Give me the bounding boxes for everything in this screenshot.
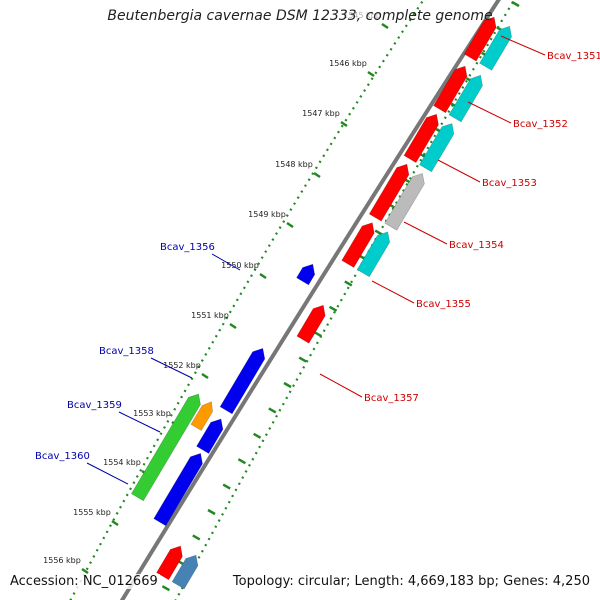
reverse-cds-block[interactable]: [219, 348, 266, 415]
reverse-gene-label[interactable]: Bcav_1358: [99, 346, 154, 357]
scale-minor-tick: [511, 0, 520, 8]
scale-label: 1553 kbp: [133, 409, 171, 418]
scale-minor-tick: [161, 585, 171, 592]
reverse-gene-label[interactable]: Bcav_1360: [35, 451, 90, 462]
scale-minor-tick: [192, 534, 201, 541]
gene-label-leader: [500, 35, 546, 56]
scale-label: 1551 kbp: [191, 311, 229, 320]
gene-label-leader: [371, 280, 415, 304]
gene-labels-layer: Bcav_1351 Bcav_1352 Bcav_1353 Bcav_1354 Bcav…: [35, 35, 600, 485]
scale-label: 1554 kbp: [103, 458, 141, 467]
outer-scale-dots: [174, 0, 516, 600]
gene-label-leader: [403, 221, 448, 245]
scale-minor-tick: [252, 432, 262, 439]
forward-gene-label[interactable]: Bcav_1352: [513, 119, 568, 130]
scale-minor-tick: [328, 305, 338, 312]
inner-scale-dots: [69, 0, 425, 600]
scale-major-tick: [313, 171, 321, 179]
gene-label-leader: [437, 159, 481, 183]
scale-major-tick: [381, 22, 389, 30]
scale-major-tick: [81, 567, 89, 575]
scale-label: 1546 kbp: [329, 59, 367, 68]
scale-major-tick: [340, 120, 348, 128]
rna-feature-block[interactable]: [356, 231, 391, 278]
forward-cds-block[interactable]: [403, 113, 439, 164]
forward-cds-block[interactable]: [341, 222, 375, 268]
reverse-cds-block[interactable]: [196, 418, 224, 454]
scale-label: 1545 kbp: [343, 11, 381, 20]
scale-major-tick: [111, 519, 119, 527]
forward-cds-block[interactable]: [156, 545, 183, 581]
gene-label-leader: [118, 411, 161, 433]
scale-minor-tick: [298, 356, 307, 363]
scale-label: 1550 kbp: [221, 261, 259, 270]
forward-cds-block[interactable]: [463, 16, 497, 62]
backbone-line: [119, 0, 501, 600]
gene-label-leader: [467, 101, 512, 124]
scale-label: 1549 kbp: [248, 210, 286, 219]
scale-minor-tick: [268, 407, 277, 414]
forward-gene-label[interactable]: Bcav_1354: [449, 240, 504, 251]
forward-gene-label[interactable]: Bcav_1357: [364, 393, 419, 404]
reverse-gene-label[interactable]: Bcav_1359: [67, 400, 122, 411]
scale-major-tick: [259, 272, 267, 280]
pseudo-feature-block[interactable]: [384, 173, 425, 231]
reverse-gene-label[interactable]: Bcav_1356: [160, 242, 215, 253]
scale-major-tick: [286, 221, 294, 229]
forward-cds-block[interactable]: [433, 65, 468, 114]
reverse-cds-block[interactable]: [153, 453, 203, 527]
scale-minor-tick: [222, 483, 231, 490]
scale-minor-tick: [207, 508, 216, 516]
scale-minor-tick: [237, 458, 247, 465]
scale-major-tick: [229, 322, 237, 330]
scale-ticks-layer: 1545 kbp 1546 kbp 1547 kbp 1548 kbp 1549 kbp…: [43, 0, 520, 592]
scale-minor-tick: [374, 229, 383, 236]
scale-label: 1556 kbp: [43, 556, 81, 565]
forward-cds-block[interactable]: [296, 304, 326, 344]
scale-minor-tick: [283, 381, 292, 389]
reverse-cds-block[interactable]: [296, 263, 316, 286]
backbone-layer: [69, 0, 516, 600]
forward-gene-label[interactable]: Bcav_1355: [416, 299, 471, 310]
forward-cds-block[interactable]: [368, 163, 410, 222]
gene-blocks-layer: [130, 16, 512, 590]
reverse-cds-block[interactable]: [190, 401, 213, 431]
rna-feature-block[interactable]: [419, 123, 455, 173]
scale-label: 1555 kbp: [73, 508, 111, 517]
gene-label-leader: [150, 357, 193, 379]
gene-label-leader: [319, 373, 363, 398]
forward-gene-label[interactable]: Bcav_1353: [482, 178, 537, 189]
reverse-cds-block[interactable]: [130, 393, 201, 502]
gene-label-leader: [86, 462, 129, 485]
forward-gene-label[interactable]: Bcav_1351: [547, 51, 600, 62]
gene-label-leader: [211, 253, 241, 271]
genome-summary-text: Topology: circular; Length: 4,669,183 bp…: [230, 574, 592, 589]
scale-label: 1552 kbp: [163, 361, 201, 370]
scale-minor-tick: [344, 280, 353, 287]
scale-major-tick: [367, 70, 375, 78]
scale-label: 1547 kbp: [302, 109, 340, 118]
accession-text: Accession: NC_012669: [8, 574, 160, 589]
scale-minor-tick: [313, 331, 323, 338]
rna-feature-block[interactable]: [171, 554, 199, 590]
scale-label: 1548 kbp: [275, 160, 313, 169]
scale-major-tick: [201, 372, 209, 380]
